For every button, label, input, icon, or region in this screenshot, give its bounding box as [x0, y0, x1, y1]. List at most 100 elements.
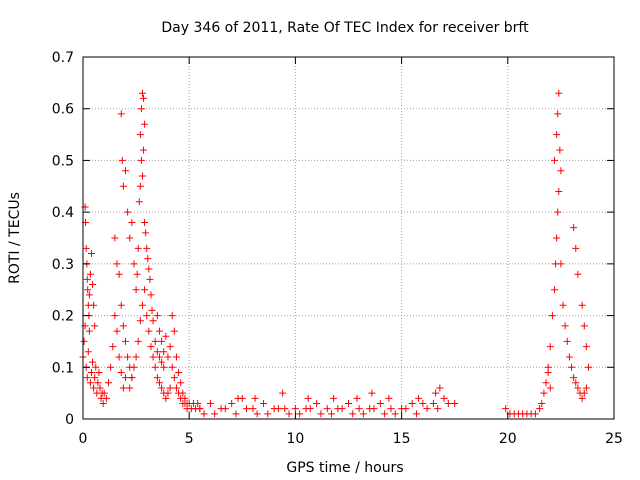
data-point [132, 286, 140, 294]
data-point [570, 374, 578, 382]
data-point [553, 131, 561, 139]
y-tick-label: 0.6 [52, 102, 74, 118]
data-point [381, 410, 389, 418]
x-tick-label: 25 [605, 431, 623, 447]
data-point [140, 94, 148, 102]
data-point [111, 312, 119, 320]
data-point [546, 384, 554, 392]
data-point [172, 353, 180, 361]
data-point [104, 379, 112, 387]
x-tick-label: 20 [499, 431, 517, 447]
data-point [359, 410, 367, 418]
y-axis-label: ROTI / TECUs [7, 192, 23, 284]
data-point [538, 399, 546, 407]
y-tick-label: 0.1 [52, 360, 74, 376]
data-point [119, 182, 127, 190]
data-point [580, 389, 588, 397]
data-point [151, 337, 159, 345]
data-point [559, 301, 567, 309]
y-tick-label: 0.7 [52, 50, 74, 66]
data-point [117, 110, 125, 118]
data-point [172, 384, 180, 392]
data-point [85, 291, 93, 299]
data-point [328, 410, 336, 418]
data-point [281, 405, 289, 413]
data-point [83, 275, 91, 283]
data-point [544, 363, 552, 371]
data-point [148, 306, 156, 314]
data-point [143, 312, 151, 320]
data-point [119, 322, 127, 330]
data-point [133, 270, 141, 278]
data-point [175, 368, 183, 376]
data-point [200, 410, 208, 418]
x-tick-label: 0 [79, 431, 88, 447]
data-point [147, 291, 155, 299]
data-point [138, 89, 146, 97]
data-point [137, 156, 145, 164]
data-point [111, 234, 119, 242]
data-point [572, 244, 580, 252]
data-point [149, 353, 157, 361]
data-point [572, 379, 580, 387]
data-point [296, 410, 304, 418]
data-point [138, 172, 146, 180]
data-point [121, 374, 129, 382]
y-tick-label: 0.5 [52, 153, 74, 169]
data-point [100, 389, 108, 397]
data-point [206, 399, 214, 407]
x-axis-label: GPS time / hours [286, 460, 403, 476]
data-point [117, 368, 125, 376]
data-point [502, 405, 510, 413]
data-point [556, 146, 564, 154]
data-point [412, 410, 420, 418]
data-point [109, 343, 117, 351]
data-point [345, 399, 352, 407]
data-point [89, 358, 97, 366]
data-point [86, 270, 94, 278]
data-point [561, 322, 569, 330]
data-point [540, 389, 548, 397]
data-point [92, 363, 100, 371]
data-point [170, 374, 178, 382]
data-point [440, 394, 448, 402]
data-point [113, 260, 121, 268]
data-point [436, 384, 444, 392]
data-point [260, 399, 268, 407]
data-point [99, 399, 107, 407]
data-point [551, 286, 559, 294]
data-point [143, 244, 151, 252]
data-point [82, 244, 90, 252]
data-point [434, 405, 442, 413]
data-point [306, 405, 314, 413]
data-point [568, 363, 576, 371]
data-point [304, 394, 312, 402]
axis-ticks: 0 5 10 15 20 25 0 0.1 0.2 0.3 0.4 0.5 0.6 0.7 [52, 50, 623, 447]
data-point [338, 405, 346, 413]
y-tick-label: 0.4 [52, 205, 74, 221]
data-point [83, 374, 91, 382]
data-point [115, 353, 123, 361]
data-point [121, 337, 129, 345]
data-point [155, 353, 163, 361]
data-point [162, 332, 170, 340]
data-point [578, 394, 586, 402]
data-point [243, 405, 251, 413]
data-point [253, 410, 261, 418]
data-point [170, 327, 178, 335]
data-point [557, 260, 565, 268]
data-point [137, 105, 145, 113]
data-point [87, 250, 95, 258]
data-point [553, 234, 561, 242]
data-point [146, 275, 154, 283]
data-point [96, 384, 104, 392]
data-point [145, 327, 153, 335]
data-point [147, 343, 155, 351]
data-point [132, 353, 140, 361]
data-point [158, 337, 166, 345]
data-point [531, 410, 539, 418]
data-point [582, 384, 590, 392]
data-point [136, 317, 144, 325]
data-point [155, 327, 163, 335]
data-point [149, 317, 157, 325]
